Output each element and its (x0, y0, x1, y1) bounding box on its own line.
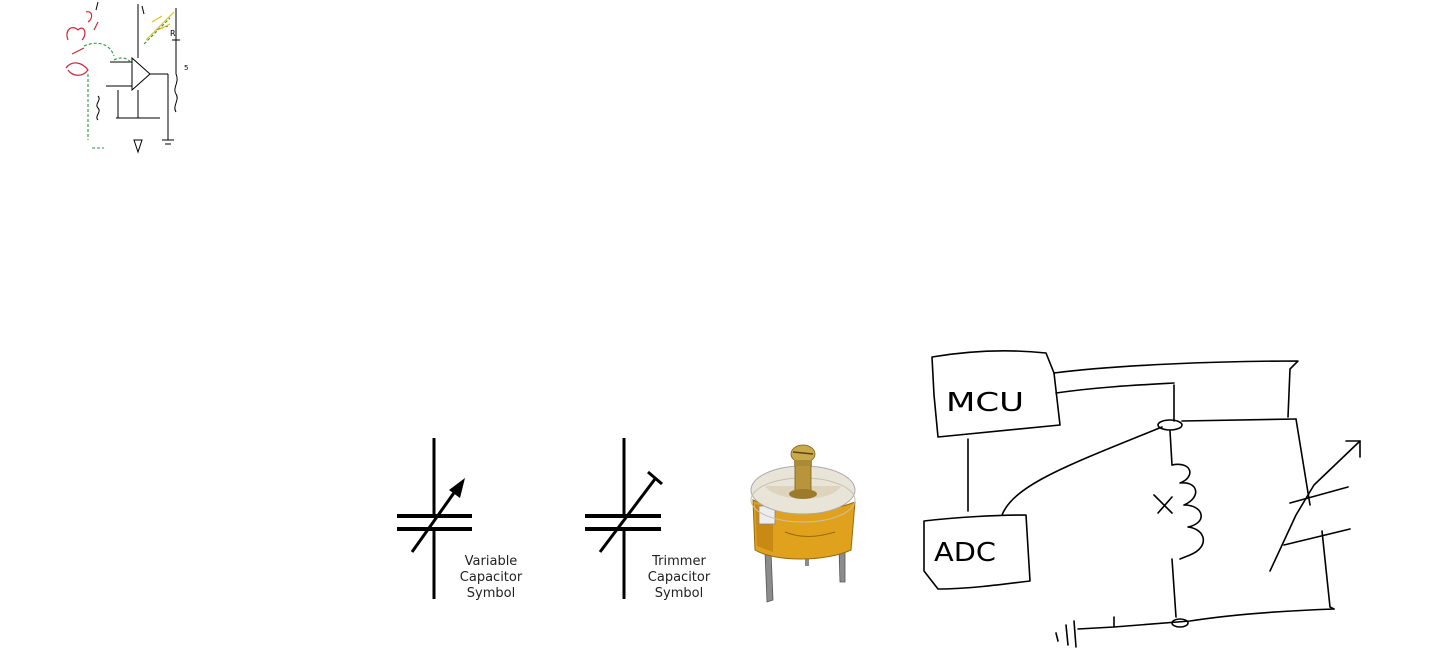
trimmer-component-illustration (750, 444, 856, 603)
ground-symbol (1055, 620, 1077, 648)
sketch-thumbnail: R 5 (58, 0, 198, 158)
capacitor-plate (1283, 528, 1351, 546)
trimmer-capacitor-figure: Trimmer Capacitor Symbol (580, 432, 725, 604)
pin (838, 549, 846, 583)
label-line: Symbol (467, 586, 515, 601)
adjust-arrow (410, 489, 458, 553)
label-line: Trimmer (651, 554, 706, 569)
mcu-box (931, 350, 1061, 438)
arrow-head-icon (1345, 440, 1361, 458)
thumbnail-drawing: R 5 (65, 1, 188, 154)
pin (764, 551, 774, 603)
adc-box (923, 514, 1031, 590)
label-line: Capacitor (648, 570, 711, 585)
thumbnail-green-strokes (83, 17, 171, 149)
variable-capacitor-figure: Variable Capacitor Symbol (390, 432, 535, 604)
variable-capacitor-symbol: Variable Capacitor Symbol (397, 438, 523, 601)
label-line: Capacitor (460, 570, 523, 585)
svg-text:5: 5 (184, 64, 188, 72)
circuit-sketch: MCU ADC (918, 345, 1368, 655)
thumbnail-yellow-strokes (145, 11, 175, 41)
capacitor-plate (1289, 486, 1349, 504)
circuit-sketch-drawing: MCU ADC (923, 350, 1361, 648)
adc-label: ADC (934, 538, 996, 568)
trimmer-capacitor-symbol: Trimmer Capacitor Symbol (585, 438, 711, 601)
thumbnail-opamp (131, 56, 151, 92)
arrow-head-icon (449, 478, 465, 498)
thumbnail-red-strokes (65, 11, 99, 76)
svg-text:R: R (170, 29, 176, 38)
inductor-coil (1171, 463, 1205, 560)
adjust-arrow (1269, 440, 1361, 572)
trimmer-capacitor-photo (745, 442, 860, 607)
label-line: Symbol (655, 586, 703, 601)
mcu-label: MCU (946, 388, 1024, 418)
trim-line (598, 478, 657, 553)
label-line: Variable (465, 554, 518, 569)
trim-bar-icon (647, 470, 663, 486)
junction-node (1157, 419, 1183, 431)
